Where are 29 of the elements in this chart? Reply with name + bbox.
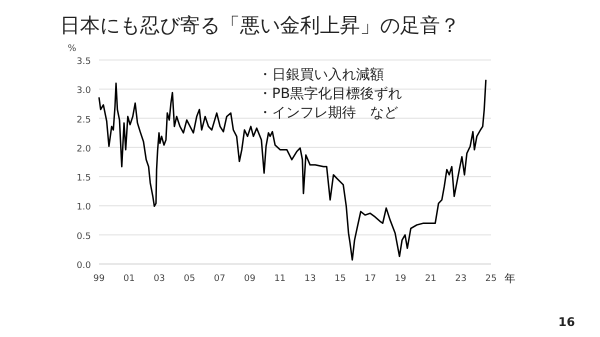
annotation: ・日銀買い入れ減額 xyxy=(258,67,384,83)
x-tick-label: 21 xyxy=(424,274,436,284)
annotation: ・PB黒字化目標後ずれ xyxy=(258,86,402,102)
y-tick-label: 3.5 xyxy=(76,57,91,67)
x-tick-label: 19 xyxy=(394,274,407,284)
x-tick-label: 13 xyxy=(304,274,316,284)
annotation: ・インフレ期待 など xyxy=(258,105,398,121)
x-tick-label: 01 xyxy=(123,274,135,284)
x-tick-label: 23 xyxy=(455,274,467,284)
x-tick-label: 05 xyxy=(184,274,196,284)
x-tick-label: 09 xyxy=(244,274,256,284)
y-axis-title: % xyxy=(68,44,77,54)
x-tick-label: 07 xyxy=(214,274,226,284)
y-tick-label: 2.5 xyxy=(76,115,91,126)
x-tick-label: 99 xyxy=(93,274,105,284)
y-tick-label: 1.0 xyxy=(76,202,92,213)
x-tick-label: 17 xyxy=(364,274,376,284)
y-tick-label: 0.5 xyxy=(76,232,91,242)
y-tick-label: 3.0 xyxy=(76,86,92,96)
x-tick-label: 25 xyxy=(485,274,497,284)
chart-title: 日本にも忍び寄る「悪い金利上昇」の足音？ xyxy=(60,13,460,37)
text: 16 xyxy=(558,315,575,329)
x-axis-title: 年 xyxy=(504,272,516,285)
y-tick-label: 0.0 xyxy=(76,261,92,271)
x-tick-label: 03 xyxy=(154,274,166,284)
y-tick-label: 2.0 xyxy=(76,144,92,154)
x-tick-label: 15 xyxy=(334,274,346,284)
y-tick-label: 1.5 xyxy=(76,174,91,184)
x-tick-label: 11 xyxy=(274,274,286,284)
